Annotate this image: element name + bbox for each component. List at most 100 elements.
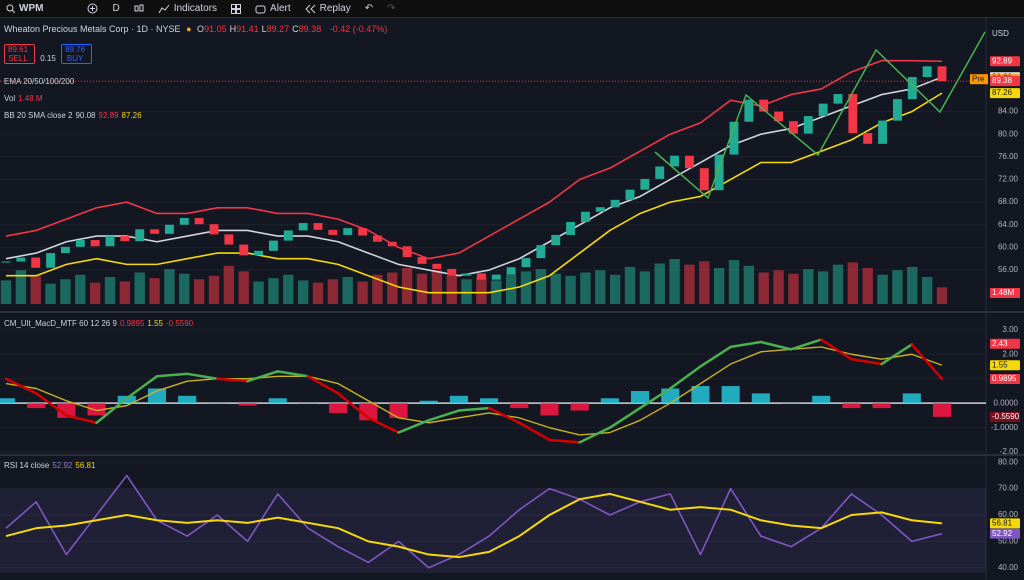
- candle: [298, 223, 308, 231]
- macd-segment: [910, 343, 944, 381]
- candle: [907, 77, 917, 100]
- volume-label-box: [990, 288, 1020, 298]
- alert-button[interactable]: Alert: [255, 3, 291, 14]
- pre-tag: Pre: [972, 74, 985, 83]
- y-tick-label: 2.00: [1002, 349, 1018, 358]
- volume-bar: [565, 275, 576, 304]
- volume-label: 1.48M: [992, 288, 1015, 297]
- ohlc-key: C: [292, 24, 299, 34]
- histogram-bar: [0, 398, 16, 404]
- candle: [536, 245, 546, 259]
- candle: [372, 235, 382, 242]
- y-tick-label: -2.00: [1000, 447, 1019, 456]
- candle: [670, 155, 680, 167]
- price-label-box: [990, 76, 1020, 87]
- candle: [164, 224, 174, 234]
- histogram-bar: [751, 393, 770, 404]
- price-label-box: [990, 56, 1020, 67]
- macd-segment: [397, 419, 430, 434]
- candle: [892, 99, 902, 121]
- candle: [402, 246, 412, 258]
- ohlc-value: 89.38: [298, 24, 322, 34]
- indicators-button[interactable]: Indicators: [158, 3, 217, 14]
- y-tick-label: 56.00: [998, 265, 1019, 274]
- macd-segment: [608, 406, 642, 429]
- histogram-bar: [540, 403, 559, 416]
- sell-price: 89.61: [8, 45, 29, 54]
- volume-bar: [862, 268, 873, 304]
- candle: [566, 221, 576, 235]
- histogram-bar: [329, 403, 348, 413]
- macd-segment: [185, 372, 219, 380]
- volume-bar: [208, 275, 220, 304]
- candle: [803, 116, 813, 134]
- candle: [387, 241, 397, 247]
- volume-bar: [312, 282, 324, 304]
- histogram-bar: [872, 403, 891, 409]
- candle: [150, 229, 160, 234]
- histogram-bar: [449, 395, 468, 404]
- trend-drawing: [654, 31, 986, 200]
- histogram-bar: [389, 403, 408, 418]
- macd-segment: [699, 345, 732, 368]
- volume-bar: [193, 279, 205, 304]
- candle: [179, 217, 189, 225]
- volume-bar: [89, 282, 101, 304]
- volume-bar: [877, 274, 888, 304]
- candle: [684, 155, 694, 169]
- histogram-bar: [510, 403, 529, 409]
- histogram-bar: [812, 395, 831, 404]
- symbol-search[interactable]: WPM: [6, 3, 43, 14]
- volume-bar: [907, 266, 918, 304]
- y-tick-label: 80.00: [998, 129, 1019, 138]
- volume-bar: [609, 274, 621, 304]
- candle: [268, 240, 278, 251]
- legend-name: EMA 20/50/100/200: [4, 77, 75, 86]
- histogram-bar: [902, 393, 921, 404]
- undo-button[interactable]: ↶: [364, 3, 374, 14]
- interval-button[interactable]: D: [112, 3, 120, 14]
- legend-name: RSI 14 close: [4, 461, 50, 470]
- candle: [551, 234, 561, 246]
- candle: [283, 230, 293, 241]
- candle: [16, 257, 26, 262]
- histogram-bar: [178, 395, 197, 404]
- logo-dot: ●: [186, 24, 192, 34]
- replay-button[interactable]: Replay: [304, 3, 351, 14]
- layout-button[interactable]: [231, 3, 242, 14]
- volume-bar: [30, 275, 41, 304]
- legend-value: 1.55: [147, 319, 163, 328]
- redo-button[interactable]: ↷: [387, 3, 396, 14]
- compare-button[interactable]: [87, 3, 98, 14]
- symbol: WPM: [19, 3, 44, 14]
- macd-segment: [880, 343, 914, 366]
- buy-button[interactable]: 89.76 BUY: [61, 44, 93, 64]
- volume-bar: [45, 283, 56, 304]
- legend-row: BB 20 SMA close 2 90.08 92.89 87.26: [4, 107, 145, 124]
- sell-button[interactable]: 89.61 SELL: [4, 44, 36, 64]
- chart-type-button[interactable]: [134, 3, 144, 14]
- price-label-box: [990, 518, 1020, 529]
- price-label: -0.5590: [992, 412, 1020, 421]
- candle: [848, 94, 858, 134]
- macd-segment: [4, 377, 38, 395]
- volume-bar: [773, 270, 784, 304]
- volume-bar: [104, 277, 116, 304]
- y-tick-label: 60.00: [998, 243, 1019, 252]
- y-tick-label: 60.00: [998, 510, 1019, 519]
- histogram-bar: [600, 398, 619, 404]
- price-label-box: [990, 373, 1020, 384]
- candle: [625, 189, 635, 200]
- volume-bar: [936, 287, 948, 304]
- macd-segment: [306, 375, 340, 395]
- candle: [31, 257, 41, 268]
- volume-bar: [713, 268, 725, 304]
- candle: [46, 253, 56, 268]
- legend-name: Vol: [4, 94, 16, 103]
- macd-segment: [789, 338, 823, 351]
- legend-value: 52.92: [52, 461, 73, 470]
- volume-bar: [550, 273, 561, 304]
- rsi-legend: RSI 14 close 52.92 56.81: [4, 461, 98, 470]
- legend-row: RSI 14 close 52.92 56.81: [4, 461, 98, 470]
